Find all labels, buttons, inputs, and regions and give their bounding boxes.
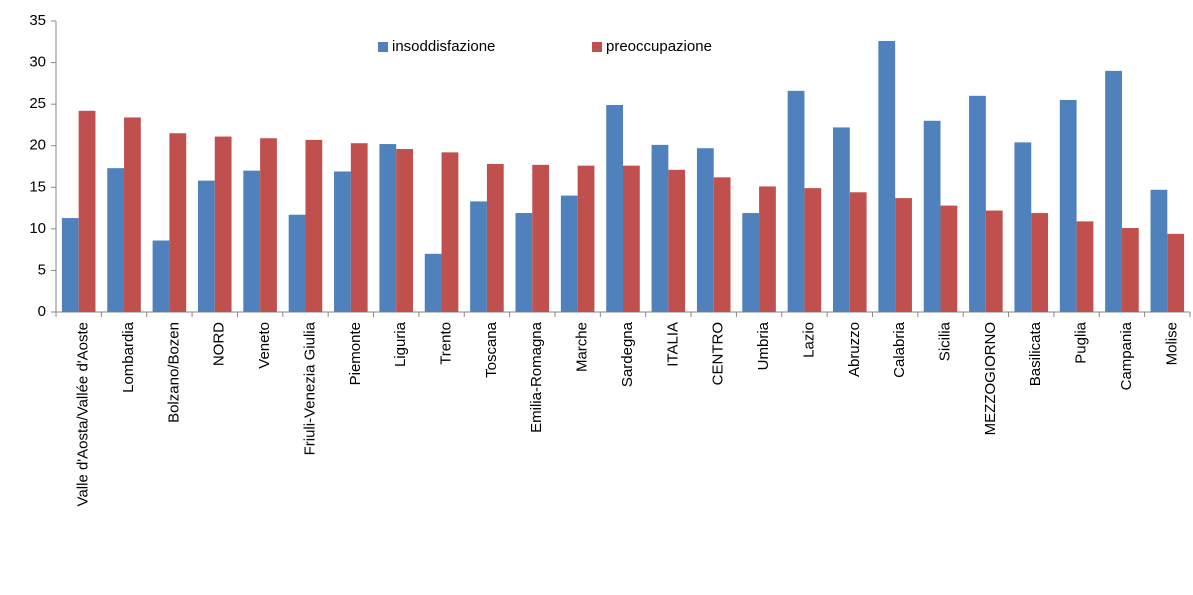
bar [1167, 233, 1185, 312]
y-tick-label: 10 [29, 220, 46, 237]
x-tick-label: Calabria [891, 321, 908, 378]
x-tick-label: Lombardia [120, 321, 137, 393]
bar [78, 110, 96, 313]
bar [107, 168, 125, 312]
legend-swatch [378, 42, 388, 52]
bar [379, 144, 397, 312]
x-tick-label: ITALIA [664, 322, 681, 367]
bar [713, 177, 731, 312]
bar [424, 253, 442, 312]
bar [759, 186, 776, 312]
y-tick-label: 20 [29, 137, 46, 154]
bar [923, 120, 941, 313]
x-tick-label: Sicilia [936, 321, 953, 361]
x-tick-label: NORD [211, 322, 228, 366]
x-tick-label: CENTRO [710, 322, 727, 385]
x-tick-label: Umbria [755, 321, 772, 370]
x-tick-label: Bolzano/Bozen [165, 322, 182, 423]
bar [1121, 228, 1139, 312]
bar [742, 213, 760, 312]
bar [696, 148, 714, 312]
bar [985, 210, 1003, 312]
bar [804, 188, 822, 312]
bar [668, 169, 686, 312]
bar [940, 205, 958, 312]
x-tick-label: Trento [438, 322, 455, 365]
x-tick-label: Marche [574, 322, 591, 372]
bar [197, 180, 215, 312]
bar [577, 165, 595, 312]
x-tick-label: Abruzzo [846, 322, 863, 377]
bar [61, 218, 79, 312]
bar [532, 164, 550, 312]
bar [486, 164, 504, 312]
bar [124, 117, 141, 313]
y-tick-label: 0 [38, 303, 46, 320]
bar [396, 149, 413, 312]
bar [515, 213, 533, 312]
legend-label: insoddisfazione [392, 38, 495, 55]
bar [787, 90, 805, 312]
x-tick-label: Toscana [483, 321, 500, 378]
bar [969, 95, 986, 312]
legend-swatch [592, 42, 602, 52]
x-tick-label: Veneto [256, 322, 273, 369]
bar [470, 201, 487, 312]
bar [1105, 70, 1122, 312]
x-tick-label: Emilia-Romagna [528, 321, 545, 433]
x-tick-label: Puglia [1073, 321, 1090, 363]
x-tick-label: Valle d'Aosta/Vallée d'Aoste [75, 322, 92, 506]
bar [214, 136, 232, 312]
bar [169, 133, 187, 312]
bar [1014, 142, 1032, 312]
x-tick-label: Friuli-Venezia Giulia [301, 321, 318, 455]
bar [334, 171, 351, 312]
bar [260, 138, 277, 312]
bar [895, 198, 912, 312]
bar [606, 104, 623, 312]
bar [1031, 213, 1049, 312]
bar [152, 240, 170, 312]
bar [243, 170, 261, 312]
x-tick-label: Liguria [392, 321, 409, 367]
x-tick-label: Sardegna [619, 321, 636, 387]
x-tick-label: Lazio [800, 322, 817, 358]
x-tick-label: MEZZOGIORNO [982, 322, 999, 435]
legend-label: preoccupazione [606, 38, 712, 55]
bar [651, 144, 669, 312]
y-tick-label: 15 [29, 178, 46, 195]
bar [1150, 189, 1168, 312]
x-tick-label: Piemonte [347, 322, 364, 385]
x-tick-label: Campania [1118, 321, 1135, 390]
bar [1076, 221, 1094, 312]
x-tick-label: Basilicata [1027, 321, 1044, 386]
x-tick-label: Molise [1163, 322, 1180, 365]
bar [849, 192, 867, 312]
bar [288, 214, 306, 312]
y-tick-label: 35 [29, 12, 46, 29]
y-tick-label: 25 [29, 95, 46, 112]
bar [1059, 99, 1077, 312]
y-tick-label: 5 [38, 261, 46, 278]
bar [560, 195, 578, 312]
bar [623, 165, 640, 312]
y-tick-label: 30 [29, 54, 46, 71]
bar [305, 139, 323, 312]
bar [441, 152, 459, 312]
bar [833, 127, 850, 313]
bar [878, 40, 896, 312]
bar [350, 143, 368, 312]
